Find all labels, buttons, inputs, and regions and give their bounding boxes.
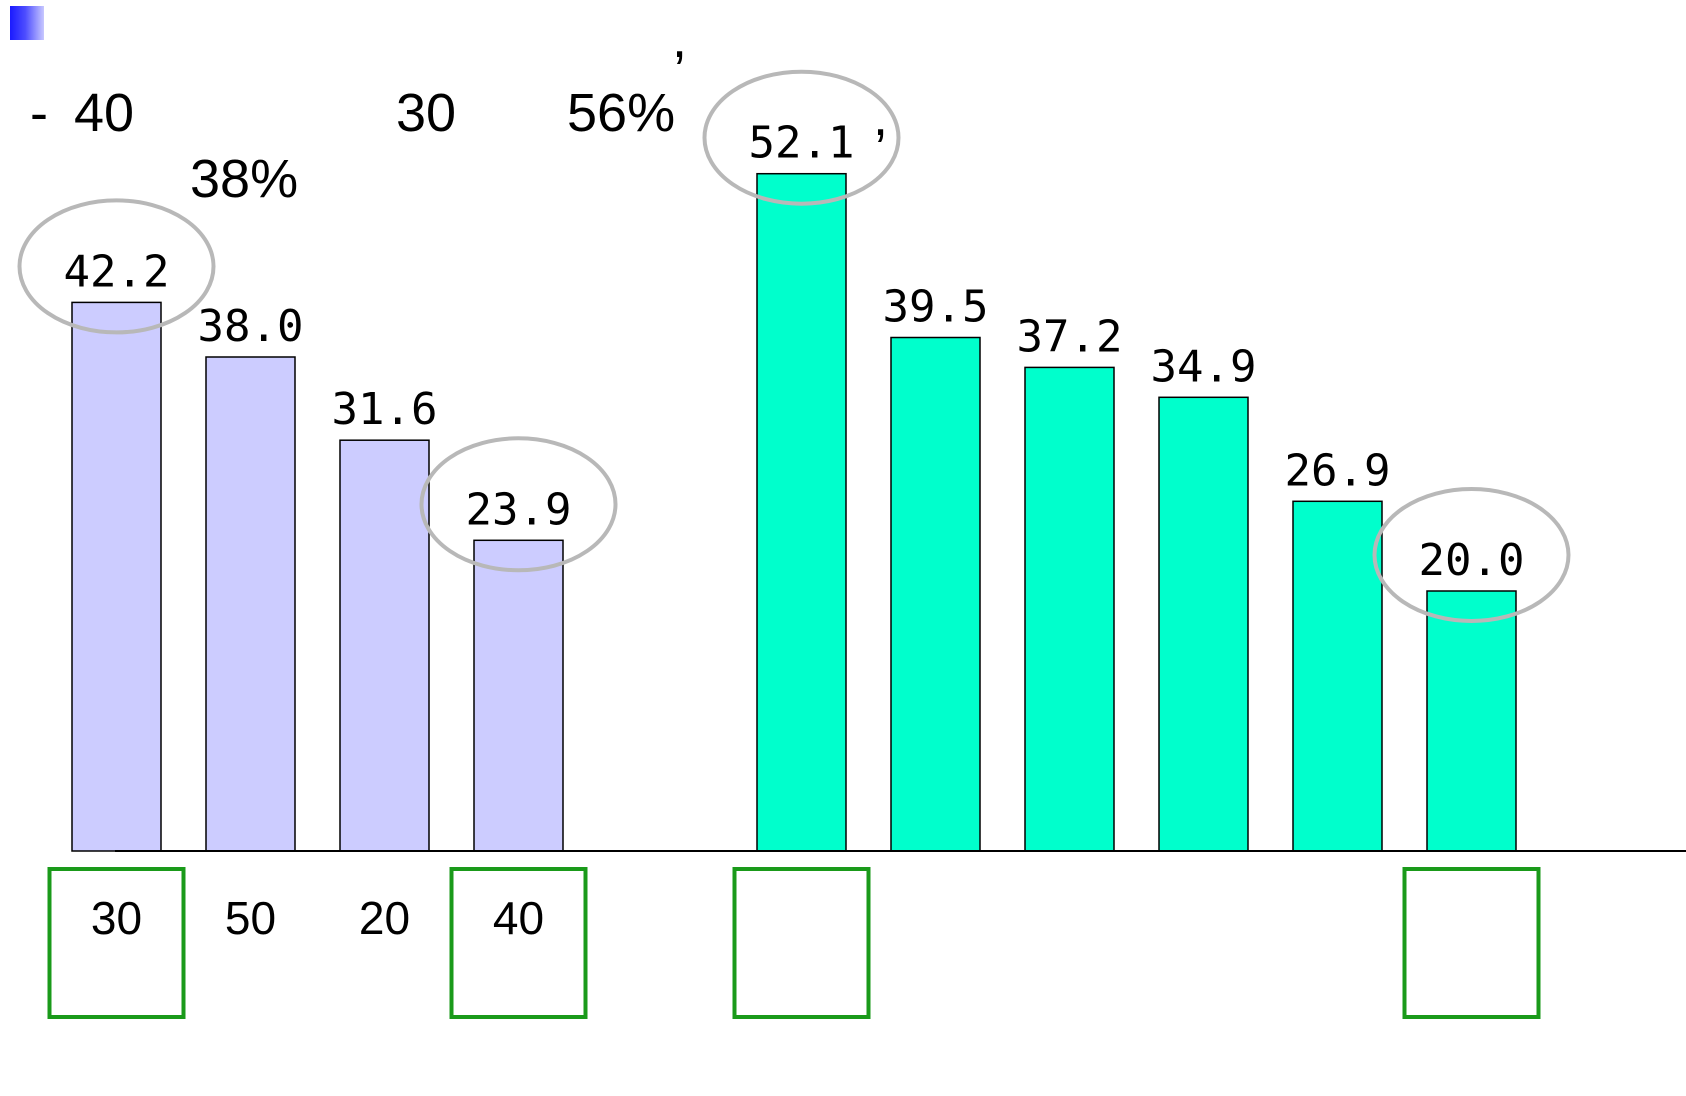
highlight-ellipse <box>702 69 901 206</box>
bar-g1-4 <box>473 539 564 852</box>
category-label: 40 <box>493 892 544 944</box>
bar-g1-3 <box>339 439 430 852</box>
highlight-ellipse <box>1372 487 1571 623</box>
bar-value-label: 42.2 <box>64 246 170 297</box>
highlight-box <box>47 867 186 1019</box>
category-label: 30 <box>91 892 142 944</box>
bar-g2-6 <box>1426 590 1517 852</box>
bar-value-label: 23.9 <box>466 484 572 535</box>
header-percent-38: 38% <box>190 149 299 209</box>
header-age-30: 30 <box>396 83 457 143</box>
header-comma-1: , <box>672 9 688 69</box>
bullet-icon <box>10 6 44 40</box>
header-dash: - <box>30 83 48 143</box>
bar-value-label: 31.6 <box>332 384 438 435</box>
bar-g1-2 <box>205 356 296 852</box>
highlight-box <box>732 867 871 1019</box>
bar-g2-4 <box>1158 396 1249 852</box>
highlight-ellipse <box>419 436 618 573</box>
header-age-40: 40 <box>74 83 135 143</box>
bar-g2-2 <box>890 336 981 852</box>
bar-g2-3 <box>1024 366 1115 852</box>
highlight-ellipse <box>17 198 216 335</box>
bar-value-label: 26.9 <box>1285 445 1391 496</box>
highlight-box <box>1402 867 1541 1019</box>
bar-g2-1 <box>756 172 847 852</box>
bar-value-label: 52.1 <box>749 118 855 169</box>
bar-value-label: 37.2 <box>1017 311 1123 362</box>
header-percent-56: 56% <box>567 83 676 143</box>
bar-value-label: 38.0 <box>198 301 304 352</box>
highlight-box <box>449 867 588 1019</box>
bar-value-label: 20.0 <box>1419 535 1525 586</box>
bar-value-label: 34.9 <box>1151 341 1257 392</box>
bar-value-label: 39.5 <box>883 282 989 333</box>
bar-g1-1 <box>71 301 162 852</box>
bar-g2-5 <box>1292 500 1383 852</box>
category-label: 50 <box>225 892 276 944</box>
category-label: 20 <box>359 892 410 944</box>
